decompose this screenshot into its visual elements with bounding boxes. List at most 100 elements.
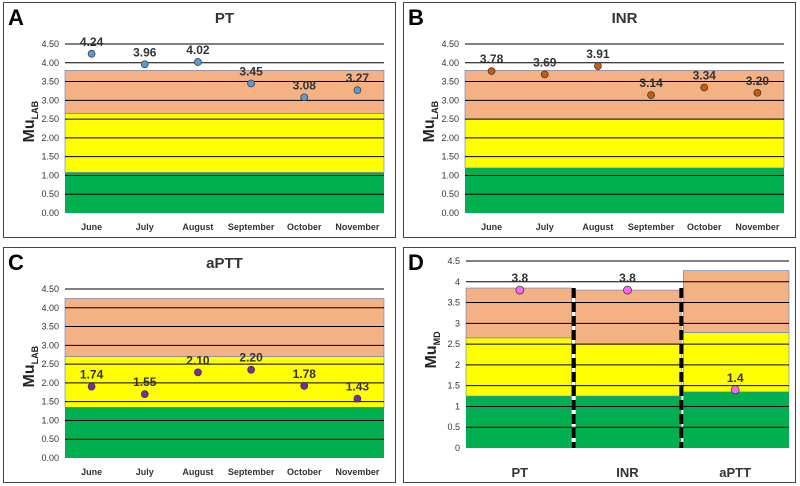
data-point bbox=[594, 62, 602, 71]
data-point bbox=[487, 67, 496, 75]
y-tick-label: 1.50 bbox=[441, 152, 459, 162]
y-tick-label: 1.00 bbox=[41, 170, 59, 180]
y-tick-label: 2 bbox=[455, 360, 460, 370]
band-yellow bbox=[464, 118, 785, 169]
data-point bbox=[140, 60, 149, 69]
y-tick-label: 1.00 bbox=[441, 170, 459, 180]
band-green bbox=[465, 167, 784, 213]
band-green bbox=[575, 396, 682, 448]
y-tick-label: 4.00 bbox=[41, 58, 59, 68]
chart-d: D 0 0.5 1 1.5 2 2.5 3 3.5 4 4.5 MuMD PT 3.8 INR 3.8 aPTT… bbox=[408, 250, 790, 480]
band-yellow bbox=[683, 332, 790, 393]
y-tick-label: 0.5 bbox=[447, 422, 460, 432]
y-tick-label: 3.00 bbox=[41, 340, 59, 350]
data-label: 2.10 bbox=[186, 353, 210, 367]
x-tick-label: July bbox=[136, 222, 154, 232]
x-tick-label: August bbox=[582, 222, 613, 232]
y-tick-label: 4.5 bbox=[447, 256, 460, 266]
data-label: 1.74 bbox=[80, 368, 104, 382]
y-tick-label: 1.50 bbox=[41, 152, 59, 162]
y-axis-label: MuLAB bbox=[21, 100, 40, 142]
x-tick-label: November bbox=[735, 222, 780, 232]
x-tick-label: June bbox=[81, 222, 102, 232]
y-tick-label: 0.50 bbox=[41, 189, 59, 199]
data-point bbox=[140, 390, 149, 399]
band-orange bbox=[575, 289, 682, 345]
panel-b: B INR 0.00 0.50 1.00 1.50 2.00 2.50 3.00 3.50 4.00… bbox=[403, 2, 796, 238]
x-tick-label: October bbox=[287, 222, 322, 232]
data-point bbox=[540, 70, 549, 79]
y-tick-label: 3.50 bbox=[41, 77, 59, 87]
y-tick-label: 2.5 bbox=[447, 339, 460, 349]
data-label: 3.20 bbox=[746, 74, 770, 88]
x-tick-label: October bbox=[687, 222, 722, 232]
data-label: 3.08 bbox=[293, 78, 317, 92]
y-tick-label: 0.00 bbox=[41, 208, 59, 218]
panel-a: A PT 0.00 0.50 1.00 1.50 2.00 2.50 3.00 3.50 4.00 4… bbox=[3, 2, 396, 238]
y-tick-label: 3.00 bbox=[441, 95, 459, 105]
y-tick-label: 2.00 bbox=[441, 133, 459, 143]
panel-letter: C bbox=[8, 250, 24, 275]
y-tick-label: 2.50 bbox=[441, 114, 459, 124]
data-label: 1.4 bbox=[727, 371, 744, 385]
data-label: 3.45 bbox=[239, 64, 263, 78]
y-axis-label: MuMD bbox=[423, 331, 442, 369]
y-tick-label: 2.00 bbox=[41, 133, 59, 143]
data-label: 3.78 bbox=[480, 52, 504, 66]
data-label: 3.27 bbox=[346, 71, 370, 85]
y-tick-label: 0.00 bbox=[41, 453, 59, 463]
x-tick-label: November bbox=[335, 467, 380, 477]
x-tick-label: August bbox=[182, 222, 213, 232]
data-point bbox=[247, 365, 255, 374]
data-point bbox=[87, 49, 96, 58]
y-tick-label: 1.00 bbox=[41, 415, 59, 425]
band-yellow bbox=[575, 343, 682, 397]
y-tick-label: 4.00 bbox=[441, 58, 459, 68]
band-yellow bbox=[465, 337, 572, 397]
y-tick-label: 1 bbox=[455, 401, 460, 411]
data-label: 3.96 bbox=[133, 45, 157, 59]
data-point bbox=[623, 285, 632, 295]
y-tick-label: 3.00 bbox=[41, 95, 59, 105]
band-orange bbox=[464, 69, 785, 120]
data-point bbox=[730, 385, 740, 395]
y-axis-label: MuLAB bbox=[21, 345, 40, 387]
y-tick-label: 3.50 bbox=[441, 77, 459, 87]
x-tick-label: September bbox=[628, 222, 675, 232]
data-point bbox=[753, 88, 762, 97]
x-tick-label: aPTT bbox=[719, 465, 751, 480]
data-point bbox=[700, 83, 709, 92]
x-tick-label: October bbox=[287, 467, 322, 477]
x-tick-label: July bbox=[536, 222, 554, 232]
chart-title: aPTT bbox=[206, 255, 243, 272]
data-label: 2.20 bbox=[239, 351, 263, 365]
y-tick-label: 4.50 bbox=[41, 39, 59, 49]
y-tick-label: 0.00 bbox=[441, 208, 459, 218]
band-green bbox=[466, 396, 572, 448]
y-axis-label: MuLAB bbox=[421, 100, 440, 142]
chart-title: PT bbox=[215, 10, 234, 27]
x-tick-label: June bbox=[481, 222, 502, 232]
y-tick-label: 4 bbox=[455, 277, 460, 287]
chart-b: B INR 0.00 0.50 1.00 1.50 2.00 2.50 3.00 3.50 4.00… bbox=[408, 5, 785, 232]
y-tick-label: 0.50 bbox=[441, 189, 459, 199]
y-tick-label: 0.50 bbox=[41, 434, 59, 444]
y-tick-label: 4.00 bbox=[41, 303, 59, 313]
data-label: 4.02 bbox=[186, 43, 210, 57]
data-label: 3.34 bbox=[693, 69, 717, 83]
x-tick-label: August bbox=[182, 467, 213, 477]
y-tick-label: 3.5 bbox=[447, 298, 460, 308]
band-orange bbox=[465, 287, 572, 339]
data-point bbox=[647, 91, 655, 99]
data-label: 3.8 bbox=[619, 271, 636, 285]
panel-d: D 0 0.5 1 1.5 2 2.5 3 3.5 4 4.5 MuMD PT 3.8 INR 3.8 aPTT… bbox=[403, 247, 796, 483]
data-point bbox=[247, 79, 255, 88]
y-tick-label: 4.50 bbox=[41, 284, 59, 294]
y-tick-label: 4.50 bbox=[441, 39, 459, 49]
chart-title: INR bbox=[612, 10, 638, 27]
x-tick-label: November bbox=[335, 222, 380, 232]
x-tick-label: September bbox=[228, 467, 275, 477]
y-tick-label: 1.50 bbox=[41, 397, 59, 407]
data-label: 3.8 bbox=[511, 271, 528, 285]
